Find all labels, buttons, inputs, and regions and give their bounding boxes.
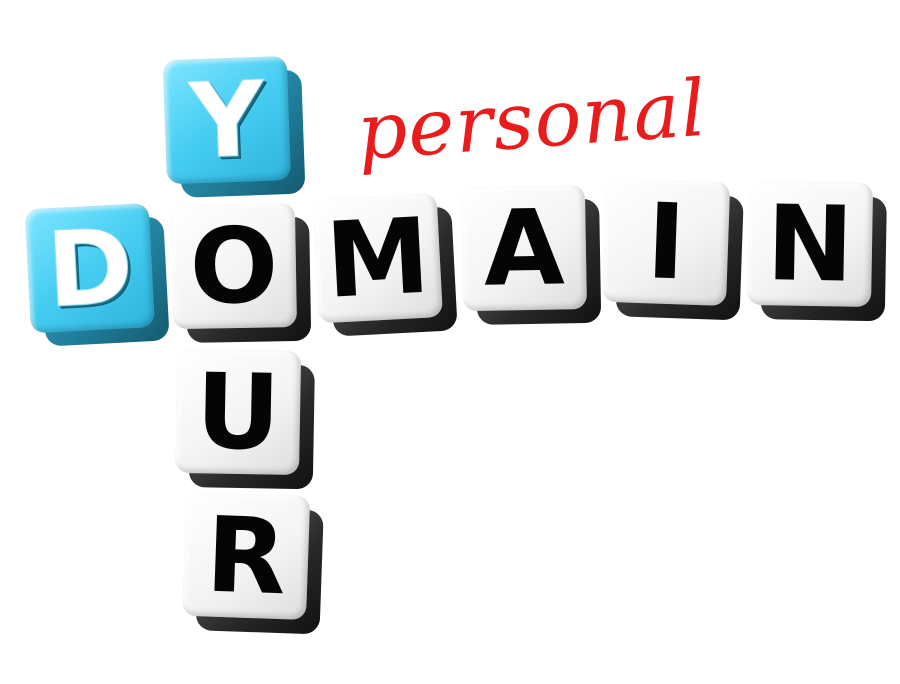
cube-i: I: [602, 177, 744, 321]
cube-letter-n: N: [765, 182, 855, 306]
cube-u: U: [174, 348, 315, 490]
cube-letter-u: U: [194, 350, 282, 474]
cube-y: Y: [162, 56, 306, 198]
cube-letter-o: O: [188, 204, 280, 328]
cube-letter-i: I: [644, 180, 688, 304]
cube-face: I: [602, 177, 731, 306]
cube-a: A: [460, 184, 602, 325]
cube-n: N: [746, 180, 887, 322]
cube-letter-m: M: [322, 194, 433, 322]
cube-face: N: [746, 180, 874, 308]
cube-letter-y: Y: [187, 57, 268, 183]
cube-letter-a: A: [482, 186, 566, 310]
cube-o: O: [170, 202, 312, 343]
cube-face: O: [170, 202, 298, 330]
cube-m: M: [312, 193, 458, 337]
cube-face: Y: [162, 56, 291, 185]
cube-face: R: [182, 491, 311, 620]
cube-letter-r: R: [203, 493, 289, 619]
cube-face: A: [460, 184, 588, 312]
cube-d: D: [24, 203, 170, 347]
cube-r: R: [182, 491, 324, 635]
cube-face: U: [174, 348, 302, 476]
cube-letter-d: D: [43, 205, 137, 332]
cube-face: D: [24, 203, 155, 334]
script-word-personal: personal: [354, 63, 710, 178]
cube-face: M: [312, 193, 443, 324]
